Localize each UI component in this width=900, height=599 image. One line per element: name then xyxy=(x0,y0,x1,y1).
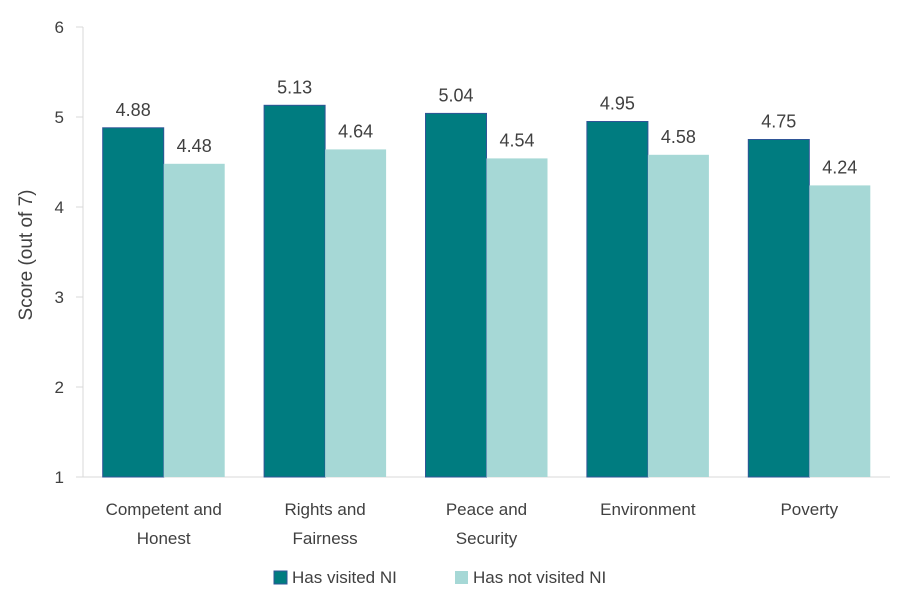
data-label: 4.54 xyxy=(499,130,534,150)
data-label: 4.24 xyxy=(822,157,857,177)
bar-has-visited-ni xyxy=(425,112,487,478)
bar-has-not-visited-ni xyxy=(325,149,387,477)
bar-has-visited-ni xyxy=(747,139,810,478)
y-tick-label: 6 xyxy=(55,18,64,37)
bar-has-visited-ni xyxy=(102,127,165,478)
data-label: 4.64 xyxy=(338,121,373,141)
bar-has-not-visited-ni xyxy=(486,158,548,477)
y-axis: 1 2 3 4 5 6 xyxy=(55,18,84,487)
y-tick-label: 4 xyxy=(55,198,64,217)
x-tick-label: Fairness xyxy=(293,529,358,548)
y-tick-label: 3 xyxy=(55,288,64,307)
bar-has-not-visited-ni xyxy=(809,185,871,477)
data-label: 5.13 xyxy=(277,77,312,97)
x-tick-label: Peace and xyxy=(446,500,527,519)
category-labels: Competent and Honest Rights and Fairness Pea… xyxy=(106,500,839,548)
data-label: 4.58 xyxy=(661,127,696,147)
x-tick-label: Security xyxy=(456,529,518,548)
y-tick-label: 5 xyxy=(55,108,64,127)
data-labels: 4.88 5.13 5.04 4.95 4.75 4.48 4.64 4.54 4.58 4.24 xyxy=(116,77,858,177)
bar-has-visited-ni xyxy=(586,121,649,478)
data-label: 5.04 xyxy=(438,85,473,105)
data-label: 4.48 xyxy=(177,136,212,156)
bar-has-not-visited-ni xyxy=(647,154,709,478)
x-tick-label: Poverty xyxy=(780,500,838,519)
data-label: 4.95 xyxy=(600,94,635,114)
y-axis-title: Score (out of 7) xyxy=(16,190,37,321)
bars xyxy=(102,104,871,478)
data-label: 4.75 xyxy=(761,112,796,132)
y-tick-label: 2 xyxy=(55,378,64,397)
legend-label: Has visited NI xyxy=(292,568,397,587)
data-label: 4.88 xyxy=(116,100,151,120)
y-tick-label: 1 xyxy=(55,468,64,487)
legend: Has visited NI Has not visited NI xyxy=(273,568,606,587)
legend-label: Has not visited NI xyxy=(473,568,606,587)
x-tick-label: Honest xyxy=(137,529,191,548)
bar-has-visited-ni xyxy=(263,104,326,478)
legend-swatch xyxy=(455,571,468,584)
x-tick-label: Rights and xyxy=(284,500,365,519)
bar-has-not-visited-ni xyxy=(163,163,225,478)
x-tick-label: Environment xyxy=(600,500,696,519)
x-tick-label: Competent and xyxy=(106,500,222,519)
legend-swatch xyxy=(273,570,288,585)
